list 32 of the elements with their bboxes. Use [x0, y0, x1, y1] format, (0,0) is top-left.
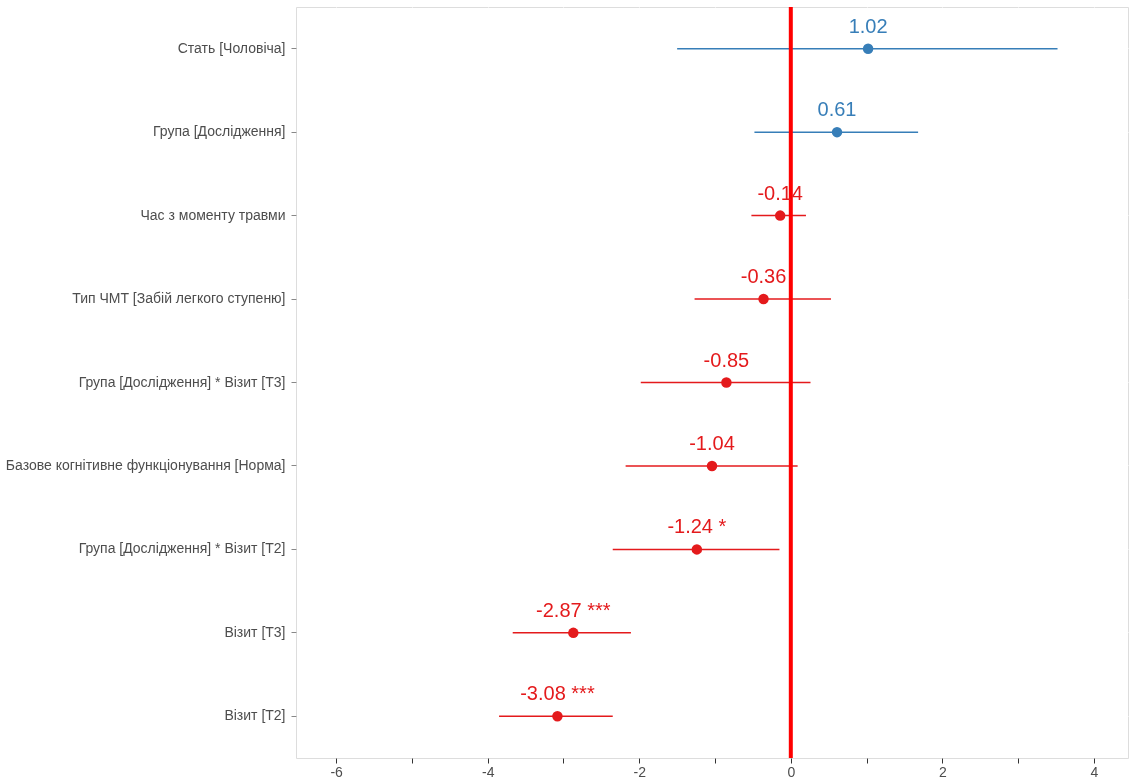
x-tick-label: 0: [787, 763, 796, 780]
y-tick-label: Візит [T3]: [224, 623, 286, 640]
point: [758, 293, 769, 305]
x-tick-label: 2: [938, 763, 947, 780]
x-tick-label: -4: [481, 763, 495, 780]
point: [862, 43, 874, 54]
point: [568, 627, 579, 639]
data-label: -3.08 ***: [520, 682, 595, 705]
y-tick-label: Група [Дослідження] * Візит [T2]: [78, 540, 286, 557]
data-label: 1.02: [848, 14, 888, 37]
point: [721, 377, 732, 388]
data-label: 0.61: [817, 98, 857, 121]
x-tick-label: -2: [633, 763, 647, 780]
point: [831, 126, 843, 138]
data-label: -1.04: [689, 431, 735, 454]
point: [706, 460, 718, 472]
y-tick-label: Група [Дослідження]: [152, 123, 286, 140]
y-tick-label: Час з моменту травми: [140, 206, 286, 223]
x-tick-label: -6: [330, 763, 344, 780]
data-label: -0.36: [740, 265, 787, 288]
data-label: -1.24 *: [667, 515, 727, 538]
y-tick-label: Тип ЧМТ [Забій легкого ступеню]: [72, 290, 286, 307]
y-tick-label: Стать [Чоловіча]: [177, 39, 286, 56]
x-tick-label: 4: [1090, 763, 1099, 780]
point: [552, 711, 563, 722]
point: [774, 210, 786, 221]
point: [691, 544, 703, 555]
y-tick-label: Група [Дослідження] * Візит [T3]: [78, 373, 286, 390]
data-label: -2.87 ***: [536, 598, 611, 621]
y-tick-label: Базове когнітивне функціонування [Норма]: [5, 456, 286, 473]
y-tick-label: Візит [T2]: [224, 707, 286, 724]
data-label: -0.85: [703, 348, 750, 371]
